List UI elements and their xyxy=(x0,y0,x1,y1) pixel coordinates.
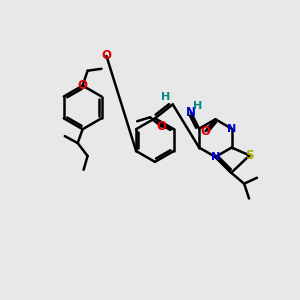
Text: N: N xyxy=(211,152,220,162)
Text: N: N xyxy=(227,124,236,134)
Text: O: O xyxy=(101,50,111,62)
Text: S: S xyxy=(245,149,254,162)
Text: O: O xyxy=(156,120,166,133)
Text: O: O xyxy=(200,125,211,138)
Text: H: H xyxy=(161,92,170,101)
Text: N: N xyxy=(186,106,196,119)
Text: O: O xyxy=(78,79,88,92)
Text: H: H xyxy=(194,101,203,111)
